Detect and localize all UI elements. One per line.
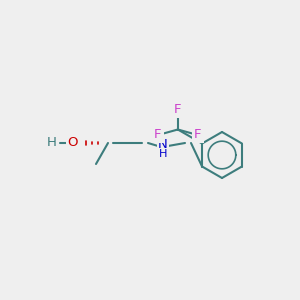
Text: F: F (154, 128, 162, 141)
Text: F: F (174, 103, 182, 116)
Text: O: O (68, 136, 78, 149)
Text: H: H (47, 136, 57, 149)
Text: F: F (194, 128, 202, 141)
Text: H: H (159, 149, 167, 159)
Text: N: N (158, 137, 168, 151)
